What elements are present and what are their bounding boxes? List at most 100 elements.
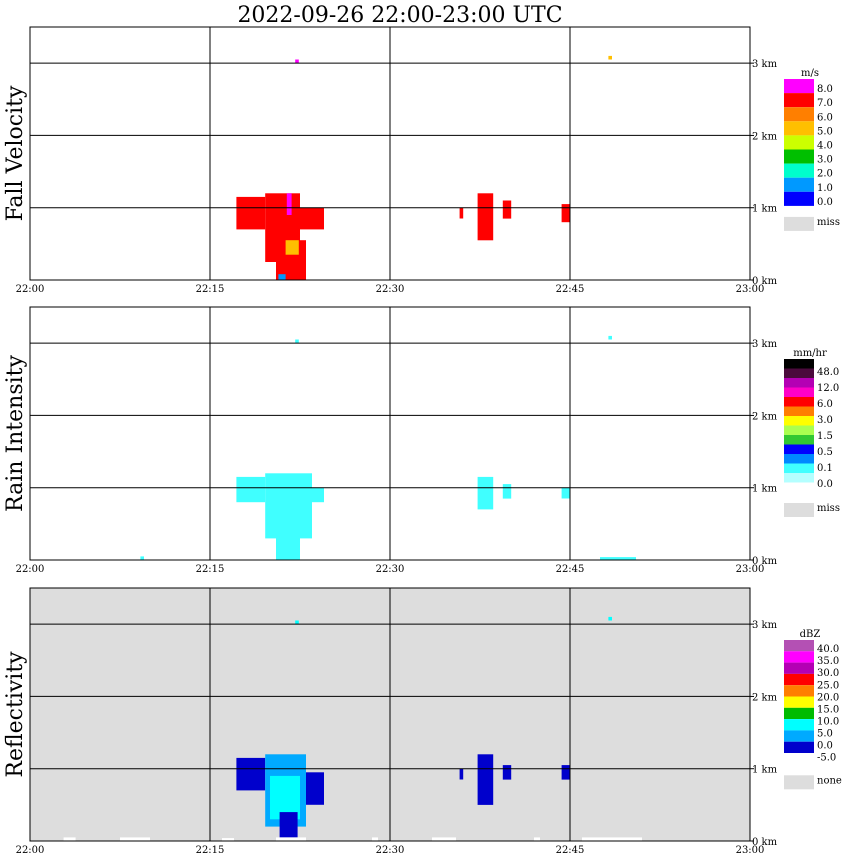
y-tick-label: 1 km: [752, 204, 778, 215]
colorbar-swatch: [784, 719, 814, 731]
x-tick-label: 22:45: [556, 284, 585, 295]
colorbar-missing-swatch: [784, 216, 814, 231]
x-tick-label: 22:15: [196, 284, 225, 295]
colorbar-swatch: [784, 463, 814, 473]
y-tick-label: 0 km: [752, 276, 778, 287]
y-tick-label: 0 km: [752, 837, 778, 848]
colorbar-swatch: [784, 397, 814, 407]
x-tick-label: 22:15: [196, 845, 225, 856]
x-tick-label: 23:00: [736, 284, 765, 295]
y-axis-label: Reflectivity: [3, 651, 28, 778]
colorbar-tick-label: 30.0: [817, 668, 839, 679]
colorbar-swatch: [784, 640, 814, 652]
colorbar-tick-label: 8.0: [817, 84, 833, 95]
colorbar-swatch: [784, 177, 814, 192]
echo-cell: [285, 240, 299, 255]
colorbar-tick-label: 1.0: [817, 183, 833, 194]
colorbar-swatch: [784, 79, 814, 94]
colorbar-tick-label: 15.0: [817, 704, 839, 715]
colorbar-swatch: [784, 368, 814, 378]
colorbar-swatch: [784, 191, 814, 206]
colorbar-tick-label: 3.0: [817, 155, 833, 166]
echo-cell: [502, 200, 512, 219]
colorbar-swatch: [784, 107, 814, 122]
x-tick-label: 22:15: [196, 564, 225, 575]
echo-cell: [312, 487, 324, 503]
colorbar-swatch: [784, 662, 814, 674]
colorbar-swatch: [784, 135, 814, 150]
echo-cell: [286, 193, 292, 215]
plot-frame: [29, 587, 751, 842]
panel-1: 22:00 22:15 22:30 22:45 23:00 0 km 1 km 2 km…: [3, 26, 840, 295]
echo-cell: [561, 204, 570, 223]
colorbar-tick-label: 12.0: [817, 383, 839, 394]
y-tick-label: 1 km: [752, 765, 778, 776]
colorbar-tick-label: 2.0: [817, 169, 833, 180]
y-tick-label: 2 km: [752, 411, 778, 422]
echo-cell: [459, 207, 464, 219]
colorbar-missing-label: miss: [817, 217, 840, 228]
echo-cell: [477, 193, 494, 241]
echo-cell: [306, 772, 324, 805]
echo-cell: [502, 484, 512, 499]
colorbar-tick-label: 4.0: [817, 141, 833, 152]
x-tick-label: 23:00: [736, 564, 765, 575]
colorbar-tick-label: 0.1: [817, 463, 833, 474]
colorbar-swatch: [784, 444, 814, 454]
x-tick-label: 23:00: [736, 845, 765, 856]
y-tick-label: 3 km: [752, 339, 778, 350]
colorbar-swatch: [784, 707, 814, 720]
echo-cell: [276, 523, 300, 560]
colorbar-swatch: [784, 406, 814, 416]
colorbar-tick-label: 3.0: [817, 415, 833, 426]
x-tick-label: 22:30: [376, 845, 405, 856]
echo-cell: [270, 775, 300, 820]
colorbar-tick-label: 0.0: [817, 741, 833, 752]
echo-cell: [278, 274, 286, 280]
colorbar-tick-label: 1.5: [817, 431, 833, 442]
y-tick-label: 3 km: [752, 620, 778, 631]
echo-cell: [120, 837, 150, 841]
echo-cell: [608, 55, 612, 60]
y-tick-label: 2 km: [752, 692, 778, 703]
colorbar-swatch: [784, 435, 814, 445]
colorbar-tick-label: 0.5: [817, 447, 833, 458]
colorbar-swatch: [784, 149, 814, 164]
y-tick-label: 3 km: [752, 59, 778, 70]
echo-cell: [236, 196, 266, 230]
colorbar-swatch: [784, 425, 814, 435]
colorbar-swatch: [784, 730, 814, 742]
echo-cell: [561, 487, 570, 499]
echo-cell: [582, 837, 642, 841]
colorbar-tick-label: 20.0: [817, 692, 839, 703]
y-tick-label: 2 km: [752, 131, 778, 142]
echo-cell: [561, 765, 570, 780]
colorbar-missing-label: none: [817, 775, 842, 786]
x-tick-label: 22:30: [376, 564, 405, 575]
y-tick-label: 1 km: [752, 484, 778, 495]
x-tick-label: 22:00: [16, 284, 45, 295]
echo-cell: [236, 476, 266, 503]
colorbar-unit-label: mm/hr: [793, 348, 827, 359]
x-tick-label: 22:00: [16, 564, 45, 575]
colorbar-swatch: [784, 378, 814, 388]
colorbar-tick-label: 6.0: [817, 399, 833, 410]
y-axis-label: Fall Velocity: [3, 85, 28, 221]
echo-cell: [279, 812, 298, 838]
colorbar-swatch: [784, 482, 814, 492]
echo-cell: [477, 754, 494, 805]
colorbar-swatch: [784, 454, 814, 464]
panel-2: 22:00 22:15 22:30 22:45 23:00 0 km 1 km 2 km…: [3, 306, 840, 575]
echo-cell: [608, 335, 612, 340]
colorbar-swatch: [784, 753, 814, 765]
echo-cell: [63, 837, 76, 841]
plot-frame: [29, 26, 751, 281]
echo-cell: [600, 557, 636, 560]
panels-group: 22:00 22:15 22:30 22:45 23:00 0 km 1 km 2 km…: [3, 26, 842, 856]
x-tick-label: 22:00: [16, 845, 45, 856]
colorbar-swatch: [784, 741, 814, 753]
colorbar-tick-label: 0.0: [817, 479, 833, 490]
echo-cell: [276, 837, 306, 841]
colorbar-tick-label: 25.0: [817, 680, 839, 691]
colorbar-tick-label: 40.0: [817, 644, 839, 655]
